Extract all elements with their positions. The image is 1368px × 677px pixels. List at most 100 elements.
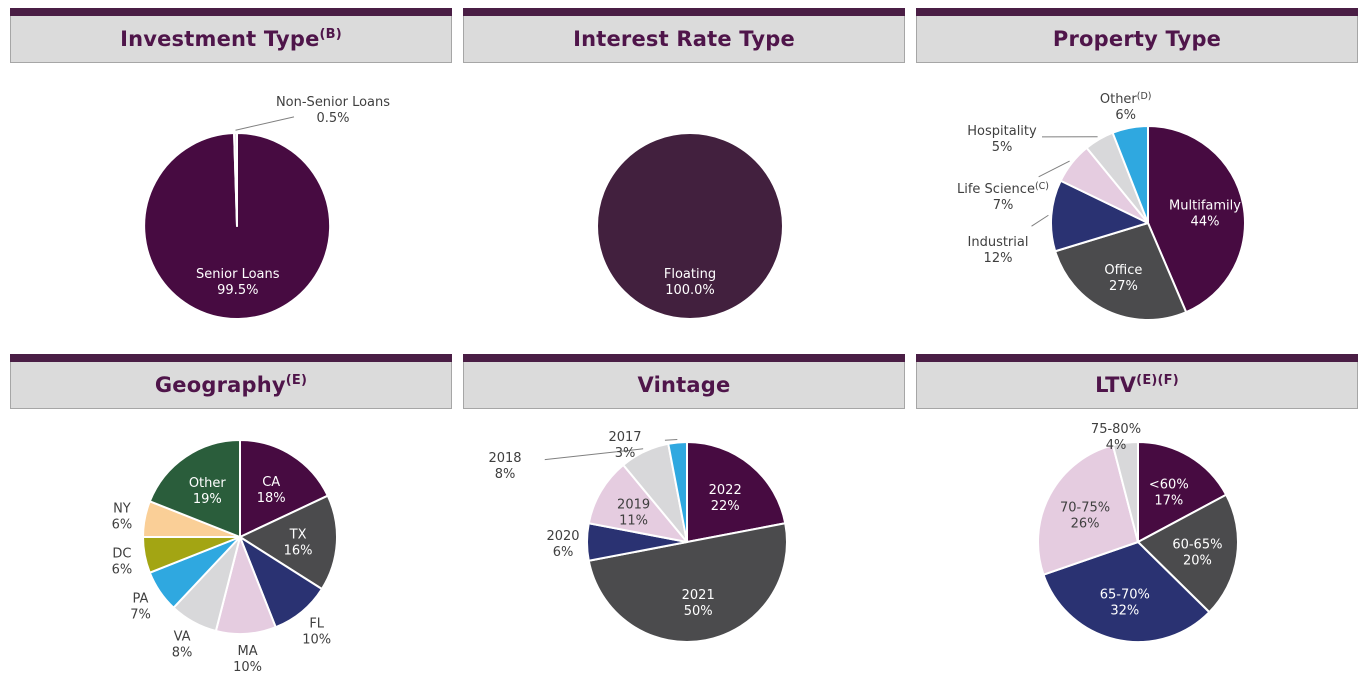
pie-label-office: 27% xyxy=(1109,279,1138,294)
pie-label-ca: 18% xyxy=(257,491,286,506)
pie-label-ma: MA xyxy=(238,644,258,659)
pie-label-2019: 2019 xyxy=(617,497,650,512)
pie-label-60-65: 20% xyxy=(1183,554,1212,569)
panel-header: Geography(E) xyxy=(10,362,452,409)
pie-label-2017: 2017 xyxy=(608,430,641,445)
pie-slice-2021 xyxy=(587,522,788,643)
chart-title-property-type: Property Type xyxy=(1052,27,1222,51)
pie-label-other: 6% xyxy=(1115,108,1136,123)
pie-label-2021: 2021 xyxy=(682,588,715,603)
header-accent-bar xyxy=(463,8,905,16)
leader-line xyxy=(235,116,295,131)
chart-title-investment-type: Investment Type(B) xyxy=(120,27,342,51)
pie-label-va: VA xyxy=(174,629,191,644)
pie-label-2020: 2020 xyxy=(546,529,579,544)
pie-label-ny: NY xyxy=(113,502,131,517)
panel-header: Investment Type(B) xyxy=(10,16,452,63)
pie-slice-other xyxy=(148,439,241,538)
pie-slice-industrial xyxy=(1050,179,1149,253)
pie-slice-other xyxy=(1111,125,1149,224)
pie-svg: <60%17% 60-65%20% 65-70%32% 70-75%26% 75-80%… xyxy=(1037,422,1239,643)
pie-label-senior-loans: Senior Loans xyxy=(196,267,280,282)
panel-header: Property Type xyxy=(916,16,1358,63)
pie-label-va: 8% xyxy=(172,645,193,660)
pie-slice-office xyxy=(1054,222,1188,321)
panel-header: LTV(E)(F) xyxy=(916,362,1358,409)
pie-label-60: 17% xyxy=(1154,494,1183,509)
pie-slice-2019 xyxy=(587,463,688,543)
pie-label-other: Other(D) xyxy=(1100,91,1152,107)
panel-investment-type: Investment Type(B) Senior Loans 99.5% Non-… xyxy=(10,8,452,346)
pie-svg: CA18%TX16%FL10%MA10%VA8%PA7%DC6%NY6%Othe… xyxy=(112,439,338,675)
pie-label-hospitality: 5% xyxy=(992,140,1013,155)
pie-slice-floating xyxy=(596,132,784,320)
pie-label-non-senior-loans: 0.5% xyxy=(316,111,349,126)
pie-slice-70-75 xyxy=(1037,444,1139,576)
pie-label-floating: Floating xyxy=(664,267,716,282)
pie-slice-60-65 xyxy=(1137,493,1239,614)
pie-label-2022: 22% xyxy=(711,499,740,514)
pie-chart-interest-rate-type: Floating 100.0% xyxy=(463,63,905,346)
pie-label-ca: CA xyxy=(262,475,280,490)
pie-slice-60 xyxy=(1137,441,1228,543)
title-superscript: (E) xyxy=(285,373,308,388)
pie-label-2019: 11% xyxy=(619,513,648,528)
pie-slice-2022 xyxy=(686,441,787,543)
panel-interest-rate-type: Interest Rate Type Floating 100.0% xyxy=(463,8,905,346)
pie-slice-ca xyxy=(239,439,329,538)
pie-label-dc: 6% xyxy=(112,563,133,578)
pie-label-ny: 6% xyxy=(112,518,133,533)
pie-label-2018: 8% xyxy=(495,467,516,482)
panel-geography: Geography(E) CA 18% TX 16% FL 10% MA 10% VA 8% PA 7… xyxy=(10,354,452,676)
pie-label-2017: 3% xyxy=(615,446,636,461)
pie-label-life-science: Life Science(C) xyxy=(957,181,1049,197)
pie-chart-investment-type: Senior Loans 99.5% Non-Senior Loans 0.5% xyxy=(10,63,452,346)
chart-title-geography: Geography(E) xyxy=(154,373,308,397)
pie-label-pa: 7% xyxy=(130,608,151,623)
pie-label-other: Other xyxy=(189,476,227,491)
chart-title-vintage: Vintage xyxy=(637,373,731,397)
pie-slice-65-70 xyxy=(1042,541,1211,643)
pie-label-2018: 2018 xyxy=(488,451,521,466)
pie-chart-geography: CA 18% TX 16% FL 10% MA 10% VA 8% PA 7% DC 6% NY 6% Othe… xyxy=(10,409,452,676)
pie-label-other: 19% xyxy=(193,492,222,507)
pie-label-dc: DC xyxy=(112,547,131,562)
pie-slice-2017 xyxy=(667,441,688,543)
pie-label-industrial: Industrial xyxy=(968,235,1029,250)
pie-label-office: Office xyxy=(1104,263,1142,278)
chart-title-ltv: LTV(E)(F) xyxy=(1095,373,1179,397)
pie-label-pa: PA xyxy=(133,592,149,607)
pie-label-70-75: 70-75% xyxy=(1060,501,1110,516)
pie-label-fl: FL xyxy=(309,617,324,632)
leader-line xyxy=(1038,160,1070,178)
pie-label-fl: 10% xyxy=(302,633,331,648)
pie-label-65-70: 32% xyxy=(1110,604,1139,619)
pie-slice-tx xyxy=(239,494,338,590)
header-accent-bar xyxy=(463,354,905,362)
header-accent-bar xyxy=(916,8,1358,16)
panel-property-type: Property Type Multifamily 44% Office 27% Ind… xyxy=(916,8,1358,346)
leader-line xyxy=(1031,214,1049,227)
pie-chart-vintage: 2022 22% 2021 50% 2020 6% 2019 11% 2018 8% 2017 3% xyxy=(463,409,905,676)
panel-header: Vintage xyxy=(463,362,905,409)
pie-label-65-70: 65-70% xyxy=(1100,588,1150,603)
pie-label-multifamily: Multifamily xyxy=(1169,198,1241,213)
pie-label-industrial: 12% xyxy=(984,251,1013,266)
pie-label-tx: TX xyxy=(289,528,307,543)
pie-label-ma: 10% xyxy=(233,660,262,675)
header-accent-bar xyxy=(916,354,1358,362)
pie-label-hospitality: Hospitality xyxy=(967,124,1037,139)
pie-label-non-senior-loans: Non-Senior Loans xyxy=(276,95,390,110)
panel-ltv: LTV(E)(F) <60% 17% 60-65% 20% 65-70% 32% 70-75… xyxy=(916,354,1358,676)
pie-chart-ltv: <60% 17% 60-65% 20% 65-70% 32% 70-75% 26% 75-80%… xyxy=(916,409,1358,676)
pie-label-70-75: 26% xyxy=(1071,517,1100,532)
panel-vintage: Vintage 2022 22% 2021 50% 2020 6% 2019 11% 2018 8… xyxy=(463,354,905,676)
pie-slice-multifamily xyxy=(1147,125,1247,314)
pie-label-75-80: 4% xyxy=(1106,438,1127,453)
pie-slice-non-senior-loans xyxy=(233,132,238,227)
pie-label-life-science: 7% xyxy=(993,198,1014,213)
